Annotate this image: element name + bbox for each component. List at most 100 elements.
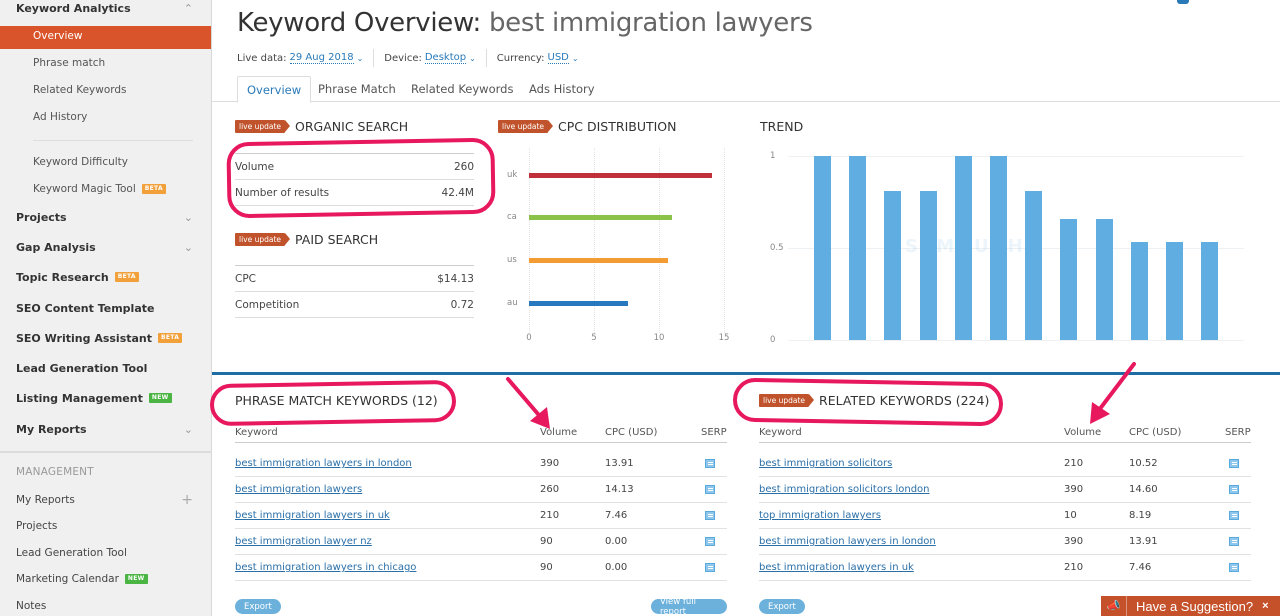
cpc-cell: 7.46 bbox=[605, 510, 628, 521]
trend-bar[interactable] bbox=[884, 190, 902, 340]
trend-bar[interactable] bbox=[1130, 242, 1148, 340]
serp-icon[interactable] bbox=[705, 485, 715, 494]
trend-bar[interactable] bbox=[1201, 242, 1219, 340]
device-selector[interactable]: Desktop bbox=[424, 52, 467, 64]
paid-cpc-row: CPC $14.13 bbox=[235, 266, 474, 292]
view-full-report-button[interactable]: View full report bbox=[651, 597, 727, 616]
column-header[interactable]: Keyword bbox=[235, 427, 278, 438]
column-header[interactable]: Volume bbox=[540, 427, 578, 438]
tab-ads-history[interactable]: Ads History bbox=[520, 76, 604, 102]
column-header[interactable]: CPC (USD) bbox=[605, 427, 658, 438]
sidebar-item-label: Keyword Difficulty bbox=[33, 156, 129, 168]
cpc-cell: 14.13 bbox=[605, 484, 634, 495]
sidebar-group-topic-research[interactable]: Topic Research BETA bbox=[16, 267, 193, 287]
sidebar-group-seo-writing-assistant[interactable]: SEO Writing Assistant BETA bbox=[16, 328, 193, 348]
serp-icon[interactable] bbox=[1229, 459, 1239, 468]
chevron-down-icon: ⌄ bbox=[183, 240, 193, 254]
plus-icon[interactable]: + bbox=[181, 492, 193, 508]
volume-cell: 260 bbox=[540, 484, 560, 495]
close-icon[interactable]: × bbox=[1262, 600, 1269, 612]
chevron-down-icon[interactable]: ⌄ bbox=[469, 53, 476, 63]
cpc-bar[interactable] bbox=[529, 173, 713, 178]
trend-bar[interactable] bbox=[1025, 190, 1043, 340]
group-label: Lead Generation Tool bbox=[16, 361, 148, 375]
chevron-down-icon[interactable]: ⌄ bbox=[571, 53, 579, 63]
tab-label: Phrase Match bbox=[318, 82, 396, 96]
cpc-bar[interactable] bbox=[529, 258, 669, 263]
serp-icon[interactable] bbox=[705, 511, 715, 520]
trend-bar[interactable] bbox=[990, 156, 1007, 340]
tab-related-keywords[interactable]: Related Keywords bbox=[402, 76, 522, 102]
sidebar-item-phrase-match[interactable]: Phrase match bbox=[33, 54, 105, 72]
gridline bbox=[788, 248, 1244, 249]
trend-bar[interactable] bbox=[1060, 218, 1078, 340]
divider bbox=[33, 140, 193, 141]
section-title: PAID SEARCH bbox=[295, 232, 379, 247]
tab-phrase-match[interactable]: Phrase Match bbox=[309, 76, 405, 102]
cpc-cell: 0.00 bbox=[605, 536, 628, 547]
serp-icon[interactable] bbox=[1229, 563, 1239, 572]
keyword-link[interactable]: best immigration solicitors bbox=[759, 458, 893, 469]
sidebar-group-my-reports[interactable]: My Reports ⌄ bbox=[16, 419, 193, 439]
export-button[interactable]: Export bbox=[235, 599, 281, 614]
keyword-link[interactable]: best immigration lawyers bbox=[235, 484, 363, 495]
column-header[interactable]: Keyword bbox=[759, 427, 802, 438]
serp-icon[interactable] bbox=[1229, 537, 1239, 546]
sidebar-item-keyword-difficulty[interactable]: Keyword Difficulty bbox=[33, 153, 128, 171]
column-header[interactable]: Volume bbox=[1064, 427, 1102, 438]
keyword-link[interactable]: best immigration solicitors london bbox=[759, 484, 930, 495]
sidebar-group-listing-management[interactable]: Listing Management NEW bbox=[16, 388, 193, 408]
keyword-link[interactable]: best immigration lawyers in uk bbox=[759, 562, 914, 573]
management-item-lead-generation-tool[interactable]: Lead Generation Tool bbox=[16, 544, 193, 562]
trend-bar[interactable] bbox=[814, 156, 831, 340]
feedback-icon[interactable] bbox=[1177, 0, 1189, 4]
keyword-link[interactable]: top immigration lawyers bbox=[759, 510, 882, 521]
trend-bar[interactable] bbox=[919, 190, 937, 340]
management-item-marketing-calendar[interactable]: Marketing Calendar NEW bbox=[16, 570, 193, 588]
table-row: best immigration lawyer nz 90 0.00 bbox=[235, 529, 727, 555]
column-header[interactable]: CPC (USD) bbox=[1129, 427, 1182, 438]
serp-icon[interactable] bbox=[1229, 485, 1239, 494]
table-header: Keyword Volume CPC (USD) SERP bbox=[235, 427, 727, 443]
device-label: Device: bbox=[384, 52, 422, 64]
keyword-link[interactable]: best immigration lawyers in chicago bbox=[235, 562, 417, 573]
section-title: PHRASE MATCH KEYWORDS (12) bbox=[235, 393, 438, 408]
chevron-down-icon[interactable]: ⌄ bbox=[356, 53, 364, 63]
trend-bar[interactable] bbox=[954, 156, 972, 340]
table-header: Keyword Volume CPC (USD) SERP bbox=[759, 427, 1251, 443]
sidebar-group-lead-generation-tool[interactable]: Lead Generation Tool bbox=[16, 358, 193, 378]
table-row: top immigration lawyers 10 8.19 bbox=[759, 503, 1251, 529]
phrase-match-heading: PHRASE MATCH KEYWORDS (12) bbox=[235, 393, 438, 408]
sidebar-item-overview[interactable]: Overview bbox=[0, 26, 211, 49]
serp-icon[interactable] bbox=[705, 537, 715, 546]
sidebar-group-keyword-analytics[interactable]: Keyword Analytics ⌃ bbox=[16, 0, 193, 18]
cpc-bar[interactable] bbox=[529, 301, 628, 306]
sidebar-item-related-keywords[interactable]: Related Keywords bbox=[33, 81, 127, 99]
sidebar-item-ad-history[interactable]: Ad History bbox=[33, 108, 87, 126]
sidebar-group-projects[interactable]: Projects ⌄ bbox=[16, 207, 193, 227]
serp-icon[interactable] bbox=[1229, 511, 1239, 520]
export-button[interactable]: Export bbox=[759, 599, 805, 614]
management-item-my-reports[interactable]: My Reports + bbox=[16, 491, 193, 509]
trend-bar[interactable] bbox=[1095, 218, 1113, 340]
trend-bar[interactable] bbox=[1166, 242, 1183, 340]
sidebar-group-gap-analysis[interactable]: Gap Analysis ⌄ bbox=[16, 237, 193, 257]
date-selector[interactable]: 29 Aug 2018 bbox=[289, 52, 354, 64]
cpc-bar[interactable] bbox=[529, 215, 672, 220]
keyword-link[interactable]: best immigration lawyers in london bbox=[759, 536, 936, 547]
sidebar-item-keyword-magic-tool[interactable]: Keyword Magic Tool BETA bbox=[33, 180, 166, 198]
suggestion-widget[interactable]: 📣 Have a Suggestion? × bbox=[1101, 596, 1280, 616]
tab-overview[interactable]: Overview bbox=[237, 76, 312, 103]
serp-icon[interactable] bbox=[705, 459, 715, 468]
serp-icon[interactable] bbox=[705, 563, 715, 572]
related-keywords-heading: live update RELATED KEYWORDS (224) bbox=[759, 393, 989, 408]
axis-tick: 0 bbox=[526, 333, 532, 343]
currency-selector[interactable]: USD bbox=[547, 52, 569, 64]
management-item-notes[interactable]: Notes bbox=[16, 597, 193, 615]
keyword-link[interactable]: best immigration lawyers in london bbox=[235, 458, 412, 469]
trend-bar[interactable] bbox=[849, 156, 867, 340]
management-item-projects[interactable]: Projects bbox=[16, 517, 193, 535]
sidebar-group-seo-content-template[interactable]: SEO Content Template bbox=[16, 298, 193, 318]
keyword-link[interactable]: best immigration lawyers in uk bbox=[235, 510, 390, 521]
keyword-link[interactable]: best immigration lawyer nz bbox=[235, 536, 372, 547]
